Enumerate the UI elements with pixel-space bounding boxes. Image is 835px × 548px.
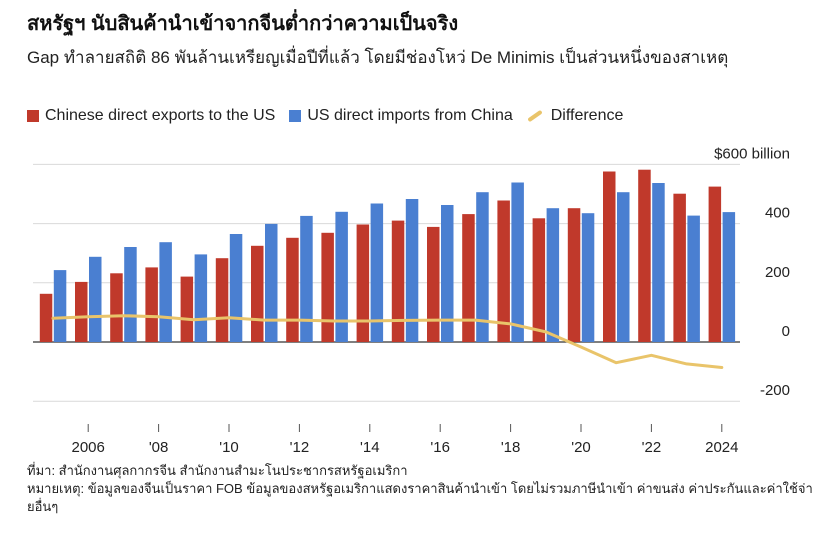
bars-layer [39, 169, 736, 342]
y-tick-label: -200 [760, 382, 790, 399]
bar-exports-2013 [321, 232, 334, 342]
x-tick-label: 2024 [705, 439, 738, 452]
bar-imports-2017 [476, 192, 489, 342]
bar-exports-2024 [708, 186, 722, 342]
bar-exports-2011 [251, 245, 264, 342]
axis-layer: $600 billion 400 200 0 -200 2006 '08 '10 '12 '14 '… [72, 145, 790, 452]
bar-imports-2009 [194, 254, 208, 342]
legend-swatch-exports [27, 110, 39, 122]
bar-exports-2014 [356, 224, 370, 342]
y-tick-label: 400 [765, 205, 790, 222]
bar-exports-2012 [286, 237, 299, 342]
chart-subtitle: Gap ทำลายสถิติ 86 พันล้านเหรียญเมื่อปีที… [27, 48, 729, 67]
bar-exports-2022 [638, 169, 651, 342]
legend-label-imports: US direct imports from China [307, 107, 513, 124]
x-tick-label: '08 [149, 439, 169, 452]
footer-note: หมายเหตุ: ข้อมูลของจีนเป็นราคา FOB ข้อมู… [27, 481, 813, 514]
legend-label-exports: Chinese direct exports to the US [45, 107, 276, 124]
legend: Chinese direct exports to the US US dire… [27, 105, 637, 127]
chart-plot: $600 billion 400 200 0 -200 2006 '08 '10 '12 '14 '… [33, 145, 790, 452]
x-tick-label: '16 [430, 439, 450, 452]
footer: ที่มา: สำนักงานศุลกากรจีน สำนักงานสำมะโน… [27, 462, 817, 516]
grid-layer [33, 163, 740, 402]
bar-exports-2018 [497, 200, 510, 342]
legend-label-difference: Difference [550, 107, 624, 124]
bar-exports-2021 [603, 171, 616, 342]
bar-exports-2023 [673, 193, 686, 342]
bar-exports-2005 [39, 293, 53, 342]
difference-line-layer [51, 314, 724, 369]
bar-imports-2018 [511, 182, 524, 342]
bar-exports-2016 [427, 226, 440, 342]
legend-swatch-difference [527, 109, 543, 123]
x-tick-label: '14 [360, 439, 380, 452]
legend-swatch-imports [289, 110, 302, 122]
y-tick-label: 200 [765, 264, 790, 281]
x-tick-label: '10 [219, 439, 239, 452]
bar-exports-2015 [391, 220, 405, 342]
bar-exports-2006 [75, 281, 88, 342]
bar-exports-2019 [532, 218, 546, 342]
bar-imports-2024 [722, 212, 736, 342]
legend-item-imports: US direct imports from China [289, 107, 513, 125]
legend-item-difference: Difference [527, 107, 624, 125]
footer-source: ที่มา: สำนักงานศุลกากรจีน สำนักงานสำมะโน… [27, 463, 408, 478]
x-tick-label: '12 [290, 439, 310, 452]
bar-imports-2021 [617, 192, 630, 342]
bar-imports-2005 [53, 270, 67, 342]
bar-exports-2010 [215, 258, 229, 342]
bar-imports-2008 [159, 242, 172, 342]
bar-exports-2009 [180, 276, 194, 342]
bar-imports-2012 [300, 215, 313, 342]
y-tick-label: $600 billion [714, 145, 790, 162]
bar-imports-2016 [441, 205, 454, 342]
bar-imports-2023 [687, 215, 700, 342]
bar-imports-2014 [370, 203, 384, 342]
bar-imports-2019 [546, 208, 560, 342]
bar-exports-2020 [567, 208, 581, 342]
bar-exports-2017 [462, 214, 475, 342]
x-tick-label: '18 [501, 439, 521, 452]
bar-imports-2022 [652, 183, 665, 342]
bar-imports-2011 [265, 223, 278, 342]
difference-line [51, 314, 724, 369]
bar-imports-2015 [405, 199, 419, 342]
bar-imports-2006 [89, 256, 102, 342]
x-tick-label: '22 [642, 439, 662, 452]
legend-item-exports: Chinese direct exports to the US [27, 107, 275, 125]
bar-imports-2013 [335, 211, 348, 342]
x-tick-label: 2006 [72, 439, 105, 452]
chart-title: สหรัฐฯ นับสินค้านำเข้าจากจีนต่ำกว่าความเ… [27, 13, 459, 35]
x-tick-label: '20 [571, 439, 591, 452]
bar-exports-2008 [145, 267, 158, 342]
y-tick-label: 0 [782, 323, 790, 340]
bar-imports-2007 [124, 247, 137, 342]
bar-exports-2007 [110, 273, 123, 342]
bar-imports-2010 [229, 234, 243, 342]
bar-imports-2020 [581, 213, 595, 342]
